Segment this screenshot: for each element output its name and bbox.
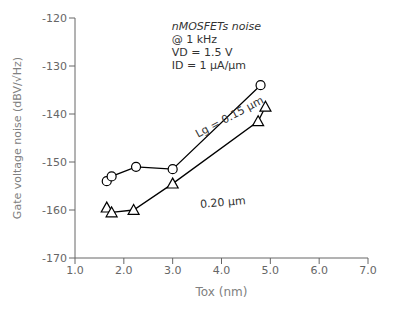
svg-text:2.0: 2.0 — [115, 264, 133, 277]
svg-text:Lg = 0.15 μm: Lg = 0.15 μm — [193, 94, 265, 141]
svg-text:4.0: 4.0 — [213, 264, 231, 277]
html-text:ID = 1 μA/μm: ID = 1 μA/μm — [171, 59, 247, 73]
svg-text:5.0: 5.0 — [262, 264, 280, 277]
svg-text:-130: -130 — [42, 60, 67, 73]
svg-text:1.0: 1.0 — [66, 264, 84, 277]
svg-text:Tox (nm): Tox (nm) — [195, 285, 248, 299]
html-text:VD = 1.5 V: VD = 1.5 V — [171, 46, 233, 60]
svg-text:-170: -170 — [42, 252, 67, 265]
svg-text:3.0: 3.0 — [164, 264, 182, 277]
svg-text:-120: -120 — [42, 12, 67, 25]
svg-text:-140: -140 — [42, 108, 67, 121]
svg-text:7.0: 7.0 — [359, 264, 377, 277]
svg-text:-160: -160 — [42, 204, 67, 217]
svg-text:-150: -150 — [42, 156, 67, 169]
svg-text:Gate voltage noise (dBV/√Hz): Gate voltage noise (dBV/√Hz) — [11, 57, 24, 219]
svg-text:6.0: 6.0 — [310, 264, 328, 277]
html-text:@ 1 kHz: @ 1 kHz — [171, 33, 218, 47]
html-text:nMOSFETs noise: nMOSFETs noise — [171, 20, 261, 34]
svg-text:0.20 μm: 0.20 μm — [200, 194, 247, 211]
